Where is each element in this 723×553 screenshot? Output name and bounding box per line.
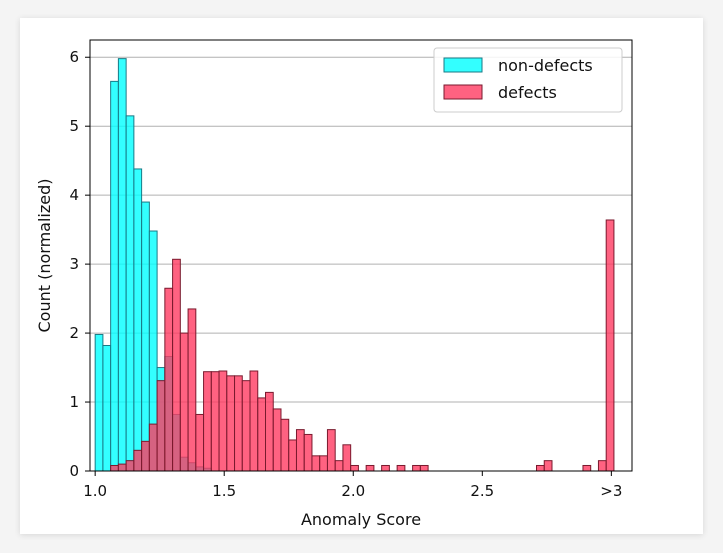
y-tick-label-6: 6	[69, 48, 79, 66]
bar-defects-13	[210, 371, 220, 472]
x-tick-label-4: >3	[600, 482, 622, 500]
bar-defects-32	[365, 464, 375, 472]
bar-non-defects-0	[94, 333, 104, 472]
bar-defects-15	[226, 375, 236, 472]
bar-defects-5	[148, 423, 158, 472]
bar-defects-0	[110, 464, 119, 472]
bar-defects-29	[334, 460, 344, 472]
bar-defects-18	[249, 370, 259, 472]
bar-defects-41	[605, 219, 615, 472]
bar-defects-23	[288, 439, 297, 472]
bar-defects-21	[272, 408, 282, 472]
bar-defects-25	[303, 433, 313, 472]
bar-defects-1	[117, 463, 127, 472]
bar-non-defects-1	[102, 344, 112, 472]
legend-label-non-defects: non-defects	[498, 56, 593, 75]
bar-non-defects-6	[141, 201, 150, 472]
legend: non-defects defects	[433, 47, 623, 113]
y-tick-label-4: 4	[69, 186, 79, 204]
x-ticks: 1.0 1.5 2.0 2.5 >3	[83, 471, 622, 500]
bar-non-defects-5	[133, 168, 143, 472]
legend-label-defects: defects	[498, 83, 557, 102]
bar-defects-33	[381, 464, 390, 472]
bar-defects-20	[265, 391, 274, 472]
bar-defects-7	[164, 287, 174, 472]
chart-card: 1.0 1.5 2.0 2.5 >3 0 1 2 3 4 5 6 Anomaly Score Cou…	[20, 18, 703, 534]
plot-frame	[89, 39, 633, 472]
bar-defects-11	[195, 413, 205, 472]
axes	[89, 39, 633, 472]
bar-defects-35	[412, 464, 421, 472]
bar-defects-3	[133, 449, 143, 472]
histogram-chart: 1.0 1.5 2.0 2.5 >3 0 1 2 3 4 5 6 Anomaly Score Cou…	[35, 39, 633, 529]
bar-defects-22	[280, 418, 290, 472]
x-tick-label-1: 1.5	[212, 482, 236, 500]
bars	[94, 58, 615, 472]
bar-defects-4	[141, 440, 150, 472]
bar-defects-24	[295, 429, 305, 472]
bar-non-defects-4	[125, 115, 135, 472]
x-axis-label: Anomaly Score	[301, 510, 421, 529]
y-ticks: 0 1 2 3 4 5 6	[69, 48, 90, 480]
bar-defects-27	[319, 455, 328, 472]
x-tick-label-2: 2.0	[341, 482, 365, 500]
bar-defects-17	[241, 380, 251, 472]
bar-defects-19	[257, 397, 267, 472]
bar-defects-26	[311, 455, 321, 472]
bar-defects-28	[326, 429, 336, 472]
y-tick-label-0: 0	[69, 462, 79, 480]
bar-defects-38	[543, 460, 553, 472]
bar-defects-16	[234, 375, 243, 472]
bar-defects-36	[419, 464, 429, 472]
x-tick-label-0: 1.0	[83, 482, 107, 500]
bar-defects-40	[597, 460, 607, 472]
bar-defects-34	[396, 464, 406, 472]
y-tick-label-1: 1	[69, 393, 79, 411]
bar-non-defects-3	[117, 58, 127, 472]
y-tick-label-3: 3	[69, 255, 79, 273]
bar-defects-14	[218, 370, 228, 472]
bar-defects-31	[350, 464, 359, 472]
bar-defects-10	[187, 308, 197, 472]
legend-swatch-non-defects	[443, 57, 483, 73]
bar-defects-39	[582, 464, 592, 472]
y-axis-label: Count (normalized)	[35, 179, 54, 333]
bar-defects-2	[125, 460, 135, 472]
legend-swatch-defects	[443, 84, 483, 100]
bar-defects-8	[172, 258, 181, 472]
bar-defects-30	[342, 444, 352, 472]
x-tick-label-3: 2.5	[470, 482, 494, 500]
bar-defects-12	[203, 371, 212, 472]
bar-defects-9	[179, 332, 189, 472]
bar-non-defects-2	[110, 80, 119, 472]
bar-defects-6	[156, 380, 166, 472]
bar-defects-37	[536, 464, 545, 472]
series-defects	[110, 219, 615, 472]
y-tick-label-2: 2	[69, 324, 79, 342]
y-tick-label-5: 5	[69, 117, 79, 135]
